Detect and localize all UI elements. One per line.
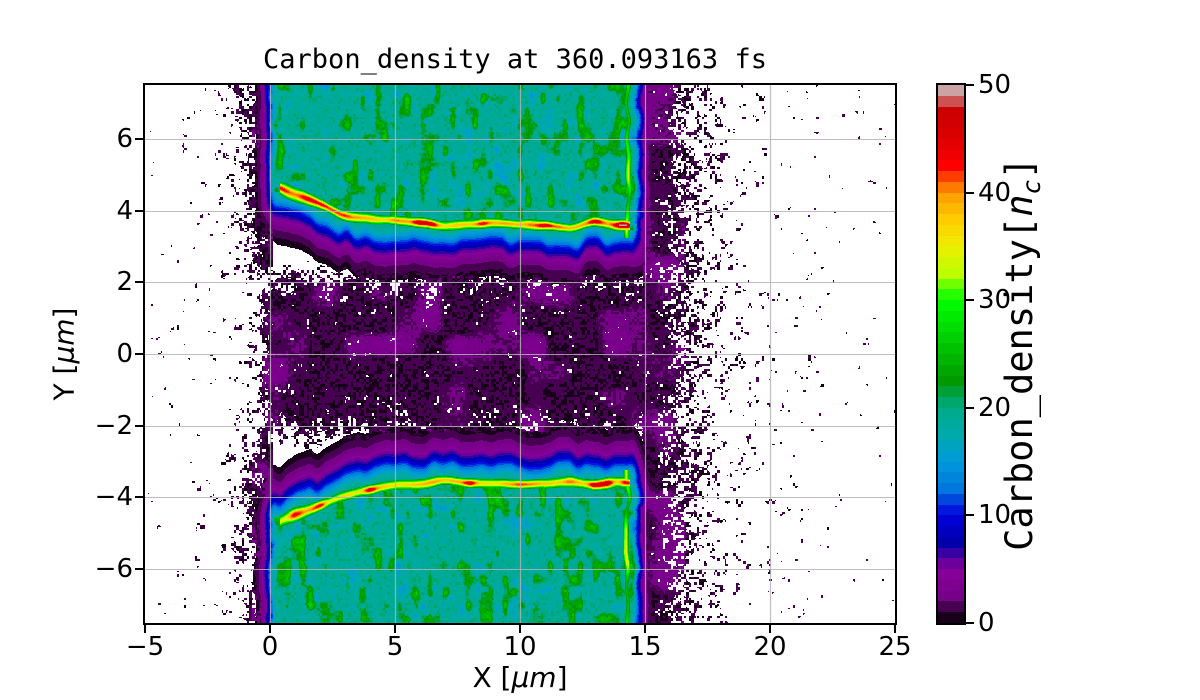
heatmap-canvas: [145, 85, 895, 623]
x-tick-label: −5: [125, 632, 165, 662]
x-axis-unit: μm: [511, 661, 557, 694]
y-tick-label: −2: [94, 410, 133, 441]
colorbar-tick-mark: [966, 84, 974, 86]
x-tick-mark: [769, 625, 771, 633]
y-tick-label: 2: [116, 267, 133, 298]
y-tick-mark: [135, 281, 143, 284]
colorbar-label: Carbon_density[nc]: [998, 157, 1046, 551]
y-tick-mark: [135, 424, 143, 427]
x-tick-label: 25: [878, 632, 912, 662]
x-tick-label: 5: [386, 632, 404, 662]
colorbar-tick-mark: [966, 299, 974, 302]
x-axis-label: X [μm]: [472, 661, 567, 694]
x-tick-mark: [894, 625, 896, 633]
x-axis-label-text: X [: [472, 661, 512, 694]
colorbar-tick-mark: [966, 191, 974, 194]
colorbar-tick-label: 0: [978, 608, 995, 638]
x-axis-label-close: ]: [556, 661, 568, 694]
x-tick-label: 20: [753, 632, 787, 662]
colorbar-tick-mark: [966, 406, 974, 409]
y-tick-label: 6: [116, 123, 133, 154]
y-tick-label: −6: [94, 554, 133, 585]
y-tick-mark: [135, 353, 143, 355]
x-tick-mark: [269, 625, 271, 633]
y-tick-label: 4: [116, 195, 133, 226]
plot-frame: [143, 83, 897, 625]
colorbar-tick-label: 50: [978, 70, 1012, 100]
x-tick-label: 10: [503, 632, 537, 662]
y-tick-mark: [135, 568, 143, 571]
colorbar-tick-label: 40: [978, 177, 1012, 208]
x-tick-mark: [394, 625, 396, 633]
y-tick-mark: [135, 496, 143, 499]
x-tick-label: 15: [628, 632, 662, 662]
colorbar-tick-label: 30: [978, 285, 1012, 316]
colorbar-canvas: [938, 85, 964, 623]
x-tick-label: 0: [261, 632, 279, 662]
colorbar-tick-label: 10: [978, 500, 1012, 531]
y-tick-mark: [135, 209, 143, 212]
x-tick-mark: [144, 625, 146, 633]
x-tick-mark: [644, 625, 646, 633]
y-axis-label-close: ]: [47, 307, 81, 319]
colorbar-frame: [936, 83, 966, 625]
chart-title: Carbon_density at 360.093163 fs: [263, 44, 767, 75]
colorbar-tick-mark: [966, 622, 974, 624]
x-tick-mark: [519, 625, 521, 633]
y-tick-label: 0: [116, 339, 133, 369]
y-tick-mark: [135, 137, 143, 140]
colorbar-tick-mark: [966, 514, 974, 517]
y-tick-label: −4: [94, 482, 133, 513]
colorbar-tick-label: 20: [978, 392, 1012, 423]
